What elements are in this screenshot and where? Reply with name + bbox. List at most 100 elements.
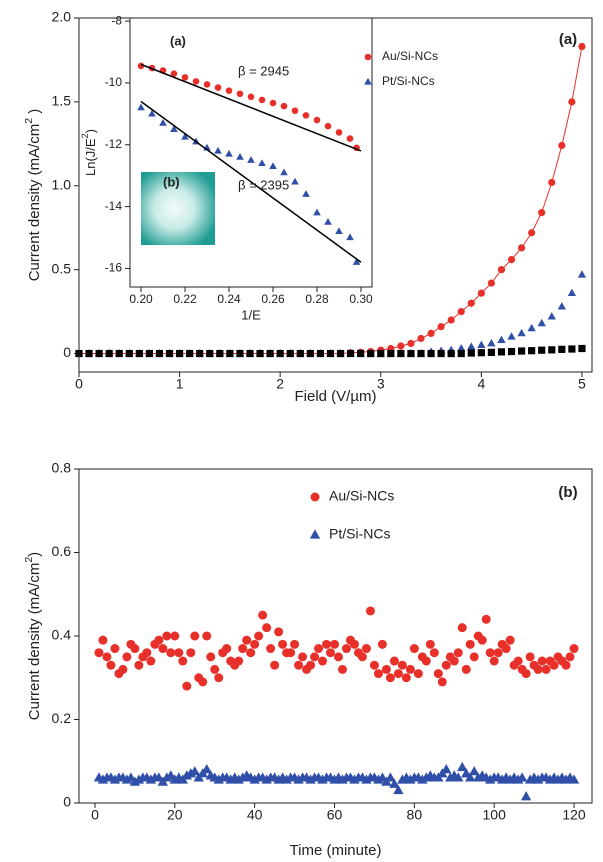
marker [154, 635, 164, 645]
x-tick-label: 0.22 [173, 292, 197, 306]
marker [481, 614, 491, 624]
marker [174, 648, 184, 658]
marker [346, 135, 354, 142]
marker [250, 639, 260, 649]
marker [159, 119, 167, 126]
marker [377, 639, 387, 649]
marker [236, 90, 244, 98]
marker [214, 146, 222, 154]
marker [258, 159, 266, 166]
x-tick-label: 0 [75, 376, 83, 392]
y-label-text: Current density (mA/cm [26, 124, 43, 282]
marker [182, 681, 192, 691]
marker [541, 664, 551, 674]
y-label-end: ) [26, 109, 43, 118]
marker [527, 323, 536, 332]
marker [517, 328, 526, 337]
marker [125, 349, 133, 358]
marker [538, 346, 546, 354]
marker [364, 77, 372, 85]
x-tick-label: 100 [483, 807, 507, 823]
marker [385, 772, 396, 782]
annotation: (b) [163, 174, 180, 189]
marker [477, 289, 485, 297]
marker [296, 349, 304, 358]
x-tick-label: 80 [407, 807, 423, 823]
marker [417, 334, 425, 343]
marker [336, 349, 345, 358]
marker [501, 644, 511, 654]
marker [135, 349, 143, 358]
y-tick-label: -14 [105, 199, 123, 213]
marker [85, 349, 93, 358]
marker [192, 78, 200, 85]
x-tick-label: 5 [578, 376, 586, 392]
x-tick-label: 1 [176, 376, 184, 392]
x-tick-label: 20 [167, 807, 183, 823]
marker [148, 109, 156, 117]
y-tick-label: 0.4 [52, 627, 72, 643]
y-tick-label: 0.2 [52, 710, 72, 726]
marker [234, 656, 244, 666]
legend-label: Au/Si-NCs [329, 488, 394, 504]
marker [110, 644, 120, 654]
marker [254, 631, 264, 641]
marker [276, 349, 284, 358]
marker [247, 93, 255, 101]
marker [130, 644, 140, 654]
marker [190, 631, 200, 641]
y-tick-label: 1.0 [52, 176, 72, 192]
marker [457, 761, 468, 772]
y-tick-label: -16 [105, 261, 123, 275]
marker [98, 635, 108, 645]
x-tick-label: 0.24 [217, 292, 241, 306]
marker [381, 664, 391, 674]
marker [557, 302, 566, 310]
marker [467, 349, 475, 357]
marker [158, 644, 168, 654]
marker [203, 81, 211, 88]
x-axis-label: Time (minute) [290, 842, 382, 859]
y-axis-label: Ln(J/E2) [80, 129, 98, 176]
marker [274, 627, 284, 637]
marker [405, 664, 415, 674]
marker [565, 652, 575, 662]
marker [441, 660, 451, 670]
marker [389, 778, 400, 788]
marker [528, 347, 536, 355]
marker [361, 644, 371, 654]
marker [302, 190, 310, 197]
marker [324, 217, 332, 225]
marker [533, 664, 543, 674]
marker [206, 349, 214, 358]
x-axis-label: 1/E [241, 307, 261, 322]
marker [326, 349, 335, 358]
marker [457, 308, 465, 316]
annotation: (b) [558, 484, 577, 501]
y-tick-label: 0 [63, 344, 71, 360]
marker [118, 664, 128, 674]
marker [407, 349, 415, 358]
marker [457, 344, 466, 352]
marker [146, 656, 156, 666]
x-tick-label: 0.20 [129, 292, 153, 306]
marker [222, 644, 232, 654]
marker [547, 312, 556, 320]
marker [302, 112, 310, 119]
marker [346, 349, 355, 358]
marker [441, 763, 452, 774]
marker [298, 652, 308, 662]
x-tick-label: 0.28 [305, 292, 329, 306]
marker [166, 648, 176, 658]
marker [322, 639, 332, 649]
marker [270, 660, 280, 670]
marker [393, 669, 403, 679]
marker [549, 660, 559, 670]
marker [487, 279, 496, 287]
marker [186, 648, 196, 658]
marker [314, 644, 324, 654]
plot-frame [129, 17, 373, 288]
marker [225, 87, 233, 94]
x-tick-label: 40 [247, 807, 263, 823]
